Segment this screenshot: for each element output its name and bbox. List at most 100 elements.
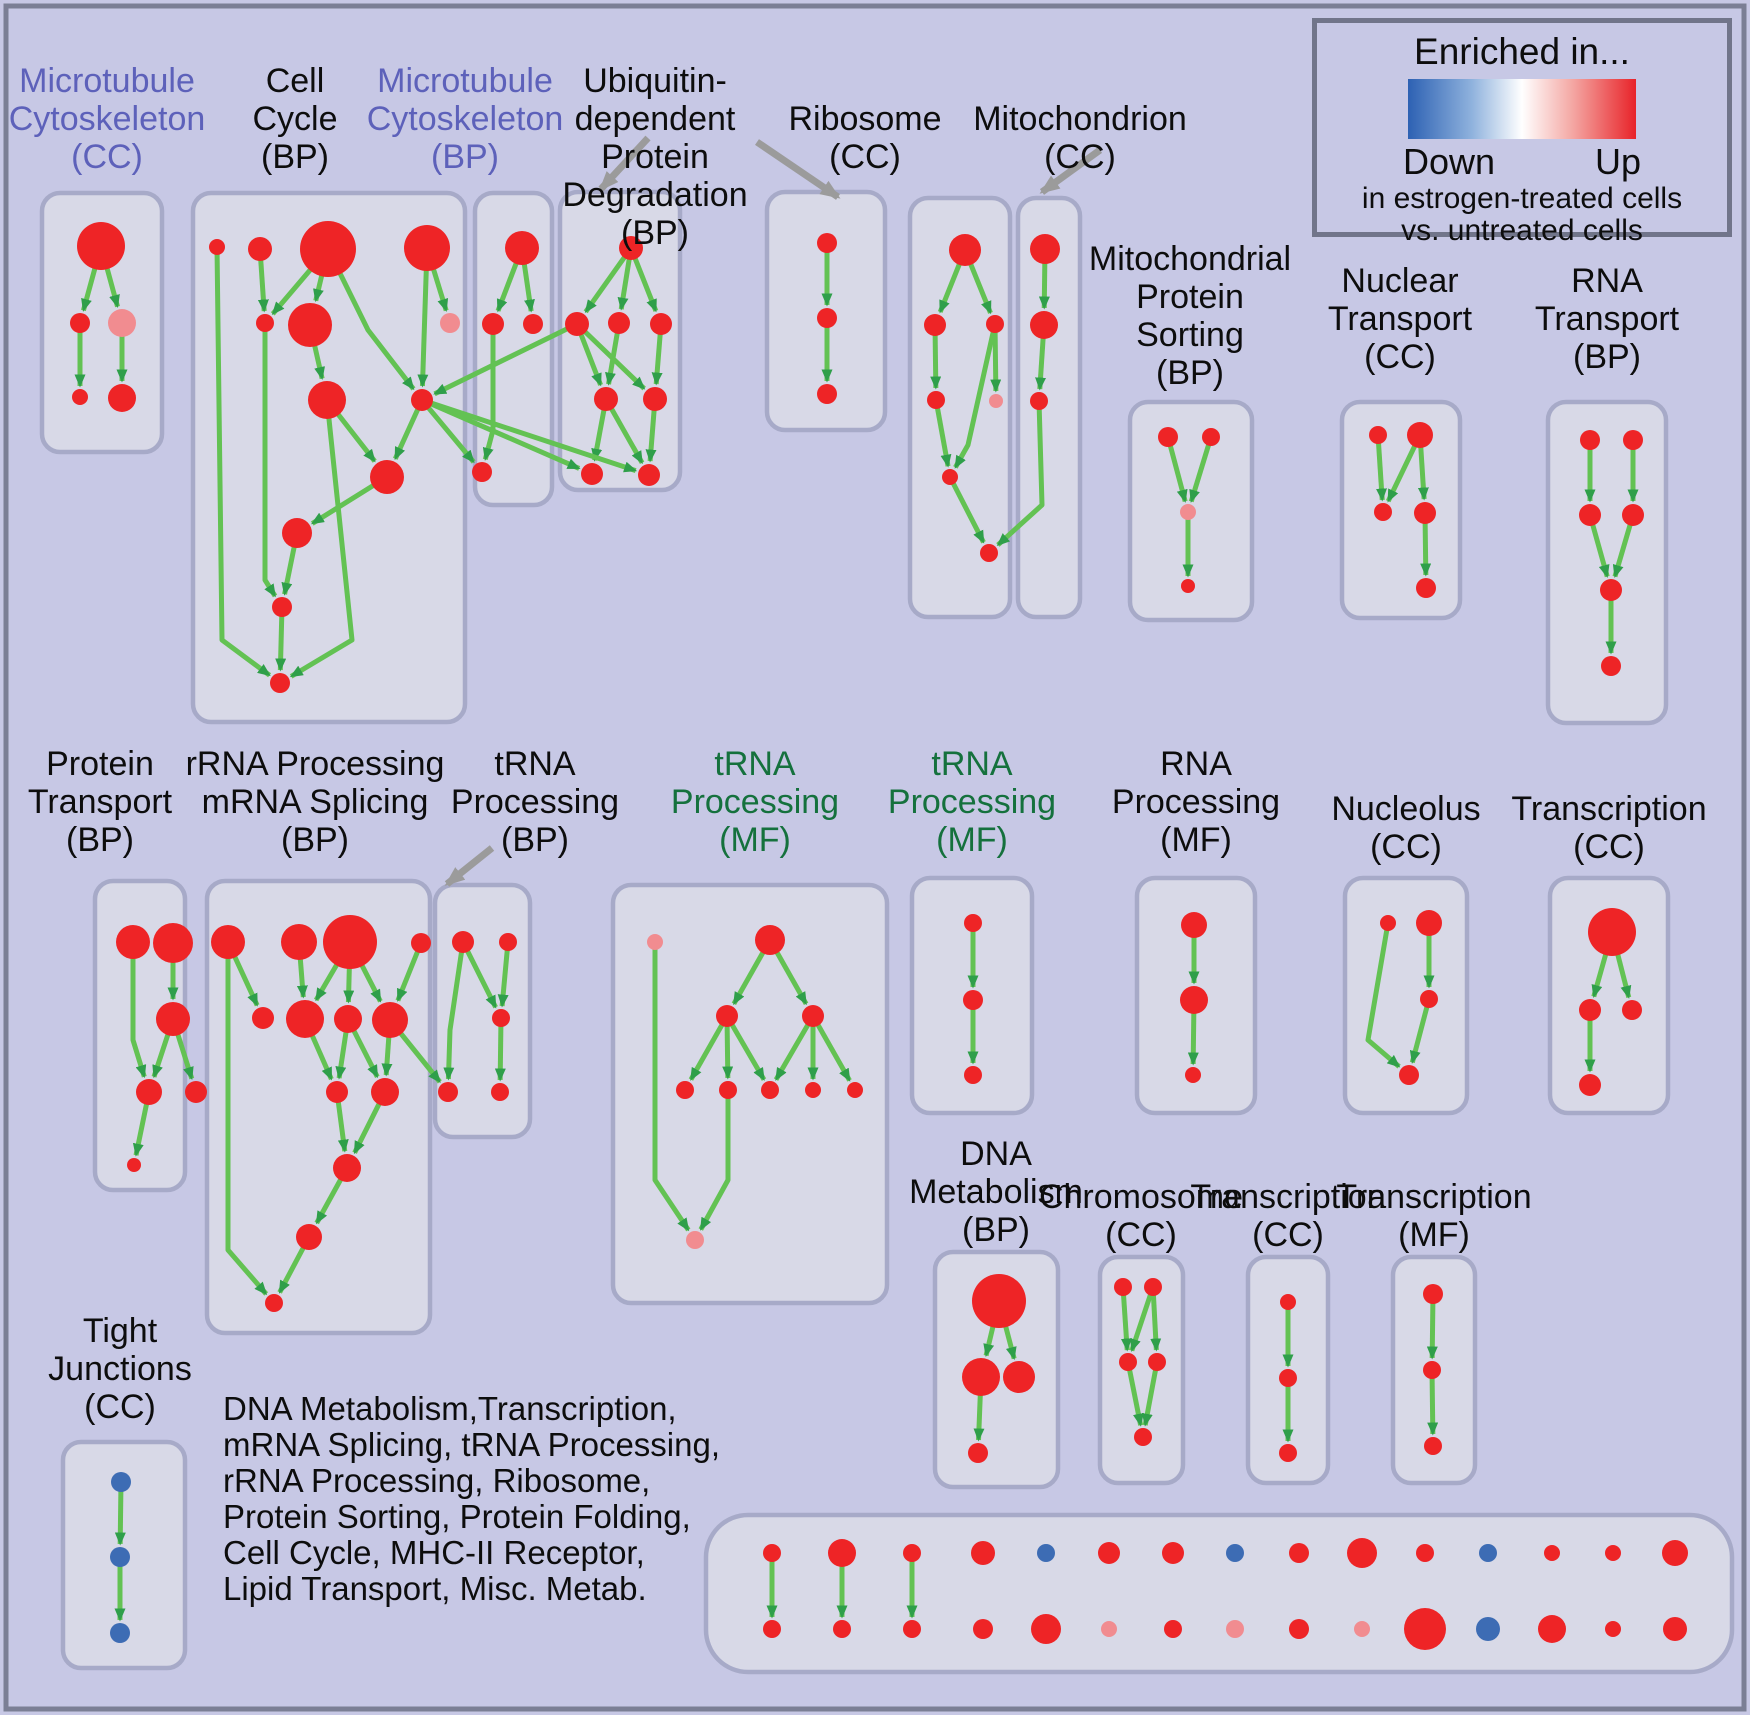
go-term-node — [581, 463, 603, 485]
edge-arrow — [130, 942, 147, 1079]
go-term-node — [647, 934, 663, 950]
go-term-node — [763, 1544, 781, 1562]
go-term-node — [185, 1081, 207, 1103]
cluster-box-chromosome-cc — [1097, 1254, 1186, 1486]
go-term-node — [308, 381, 346, 419]
go-term-node — [1605, 1621, 1621, 1637]
go-term-node — [964, 1066, 982, 1084]
go-term-node — [472, 462, 492, 482]
go-term-node — [638, 464, 660, 486]
go-term-node — [1347, 1538, 1377, 1568]
go-term-node — [1663, 1617, 1687, 1641]
edge-arrow — [1188, 436, 1214, 503]
go-term-node — [619, 236, 643, 260]
go-term-node — [1579, 1074, 1601, 1096]
legend-gradient-bar — [1408, 79, 1636, 139]
go-term-node — [973, 1619, 993, 1639]
go-term-node — [288, 303, 332, 347]
go-term-node — [270, 673, 290, 693]
go-term-node — [411, 389, 433, 411]
edge-arrow — [773, 1014, 816, 1081]
edge-arrow — [688, 1014, 730, 1081]
go-term-node — [1622, 504, 1644, 526]
go-term-node — [1416, 1544, 1434, 1562]
cluster-box-rna-transport-bp — [1545, 399, 1669, 726]
go-term-node — [1114, 1278, 1132, 1296]
edge-arrow — [1150, 1286, 1162, 1352]
go-term-node — [962, 1358, 1000, 1396]
edge-arrow — [1365, 922, 1401, 1069]
go-term-node — [927, 391, 945, 409]
go-term-node — [980, 544, 998, 562]
go-term-node — [1579, 999, 1601, 1021]
go-term-node — [282, 518, 312, 548]
go-term-node — [1407, 422, 1433, 448]
go-term-node — [108, 309, 136, 337]
go-term-node — [833, 1620, 851, 1638]
go-term-node — [1424, 1437, 1442, 1455]
go-term-node — [1226, 1620, 1244, 1638]
go-term-node — [971, 1541, 995, 1565]
go-term-node — [1279, 1444, 1297, 1462]
go-term-node — [805, 1082, 821, 1098]
go-term-node — [136, 1079, 162, 1105]
go-term-node — [111, 1472, 131, 1492]
edge-arrow — [1427, 1369, 1439, 1436]
go-term-node — [153, 923, 193, 963]
edge-arrow — [289, 399, 355, 679]
go-term-node — [1031, 1614, 1061, 1644]
go-term-node — [482, 313, 504, 335]
go-term-node — [286, 1000, 324, 1038]
go-term-node — [211, 925, 245, 959]
edge-arrow — [114, 1481, 126, 1546]
go-term-node — [438, 1082, 458, 1102]
edge-arrow — [395, 942, 424, 1002]
go-term-node — [248, 237, 272, 261]
go-term-node — [1662, 1540, 1688, 1566]
go-term-node — [372, 1002, 408, 1038]
cluster-box-nucleolus-cc — [1342, 875, 1470, 1116]
go-term-node — [1289, 1543, 1309, 1563]
go-term-node — [716, 1005, 738, 1027]
edge-arrow — [583, 246, 634, 314]
edge-arrow — [933, 399, 952, 468]
edge-arrow — [1125, 1361, 1144, 1427]
go-term-node — [127, 1158, 141, 1172]
legend-axis-labels: Down Up — [1403, 141, 1641, 183]
go-term-node — [156, 1002, 190, 1036]
edge-arrow — [947, 475, 986, 544]
go-term-node — [505, 231, 539, 265]
go-term-node — [817, 384, 837, 404]
cluster-box-microtubule-cc — [39, 190, 165, 455]
go-term-node — [719, 1081, 737, 1099]
go-term-node — [763, 1620, 781, 1638]
go-term-node — [942, 469, 958, 485]
go-term-node — [1479, 1544, 1497, 1562]
edge-arrow — [494, 1017, 506, 1082]
go-term-node — [1374, 503, 1392, 521]
go-term-node — [1280, 1294, 1296, 1310]
go-term-node — [1354, 1621, 1370, 1637]
edge-arrow — [420, 398, 476, 464]
go-term-node — [326, 1081, 348, 1103]
go-term-node — [924, 314, 946, 336]
go-term-node — [1098, 1542, 1120, 1564]
go-term-node — [72, 389, 88, 405]
go-term-node — [1279, 1369, 1297, 1387]
edge-arrow — [214, 246, 272, 678]
go-term-node — [1601, 656, 1621, 676]
go-term-node — [817, 233, 837, 253]
go-term-node — [1185, 1067, 1201, 1083]
go-term-node — [964, 914, 982, 932]
go-term-node — [755, 925, 785, 955]
go-term-node — [1180, 986, 1208, 1014]
go-term-node — [594, 387, 618, 411]
cluster-box-nuclear-transport-cc — [1339, 399, 1463, 621]
edge-arrow — [497, 941, 511, 1008]
edge-arrow — [443, 941, 466, 1081]
edge-arrow — [275, 606, 287, 672]
go-term-node — [643, 387, 667, 411]
go-term-node — [523, 314, 543, 334]
go-term-node — [802, 1005, 824, 1027]
